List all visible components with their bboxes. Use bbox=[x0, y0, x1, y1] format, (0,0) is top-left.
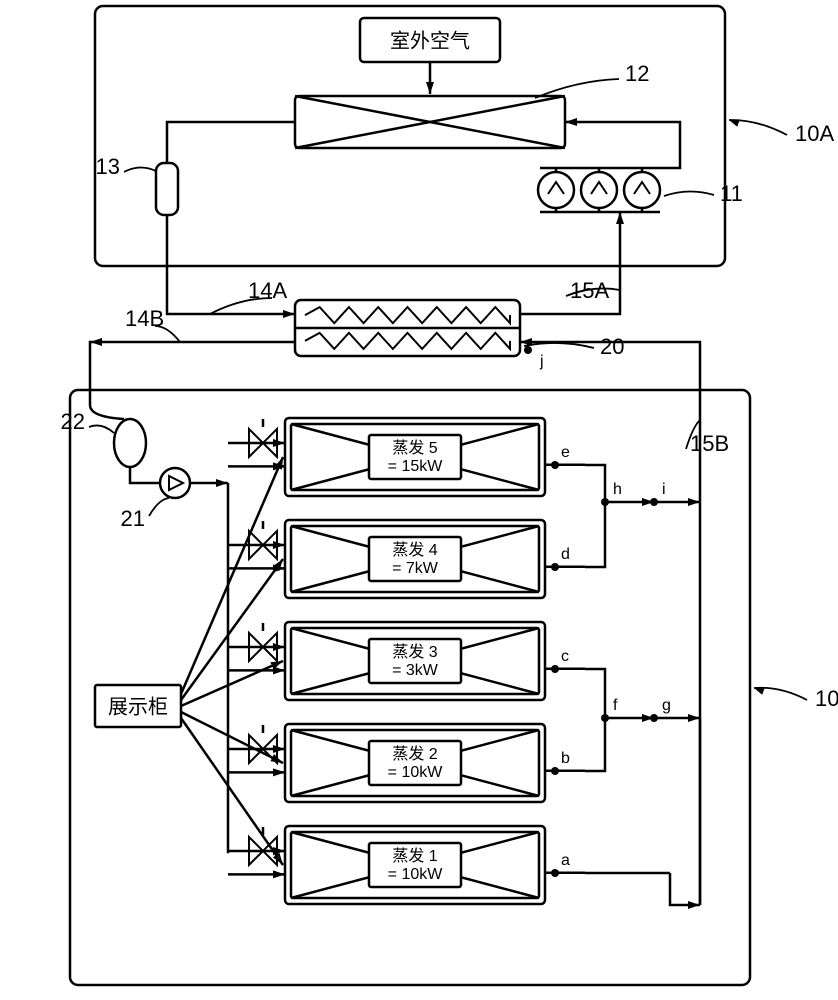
svg-text:蒸发 1: 蒸发 1 bbox=[392, 847, 437, 865]
svg-text:展示柜: 展示柜 bbox=[108, 695, 168, 718]
svg-text:13: 13 bbox=[96, 154, 120, 179]
svg-text:= 7kW: = 7kW bbox=[392, 560, 439, 577]
svg-text:21: 21 bbox=[121, 506, 145, 531]
svg-text:室外空气: 室外空气 bbox=[390, 29, 470, 52]
svg-text:j: j bbox=[539, 353, 544, 370]
svg-text:h: h bbox=[613, 481, 622, 498]
svg-text:b: b bbox=[561, 750, 570, 767]
svg-text:蒸发 2: 蒸发 2 bbox=[392, 745, 437, 763]
svg-text:10A: 10A bbox=[795, 121, 834, 146]
svg-text:= 10kW: = 10kW bbox=[388, 866, 444, 883]
svg-text:c: c bbox=[561, 648, 569, 665]
svg-text:i: i bbox=[662, 481, 666, 498]
svg-text:= 10kW: = 10kW bbox=[388, 764, 444, 781]
svg-text:= 15kW: = 15kW bbox=[388, 458, 444, 475]
svg-text:20: 20 bbox=[600, 334, 624, 359]
svg-text:a: a bbox=[561, 852, 570, 869]
svg-text:蒸发 4: 蒸发 4 bbox=[392, 541, 437, 559]
svg-text:蒸发 5: 蒸发 5 bbox=[392, 439, 437, 457]
svg-text:蒸发 3: 蒸发 3 bbox=[392, 643, 437, 661]
svg-text:f: f bbox=[613, 697, 618, 714]
svg-text:15B: 15B bbox=[690, 431, 729, 456]
svg-text:e: e bbox=[561, 444, 570, 461]
svg-text:= 3kW: = 3kW bbox=[392, 662, 439, 679]
svg-text:d: d bbox=[561, 546, 570, 563]
svg-text:g: g bbox=[662, 697, 671, 714]
svg-text:10B: 10B bbox=[815, 686, 838, 711]
svg-text:12: 12 bbox=[625, 61, 649, 86]
svg-text:11: 11 bbox=[720, 181, 743, 206]
svg-text:22: 22 bbox=[61, 409, 85, 434]
